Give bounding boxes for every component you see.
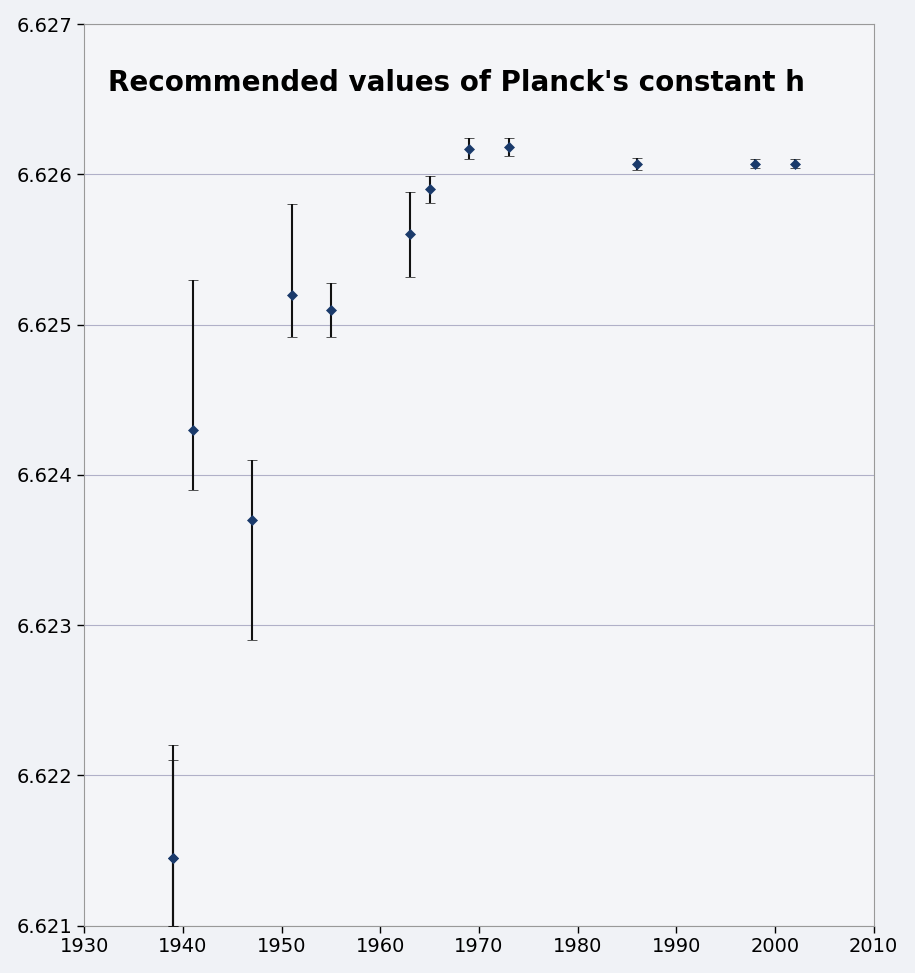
- Text: Recommended values of Planck's constant h: Recommended values of Planck's constant …: [108, 69, 805, 97]
